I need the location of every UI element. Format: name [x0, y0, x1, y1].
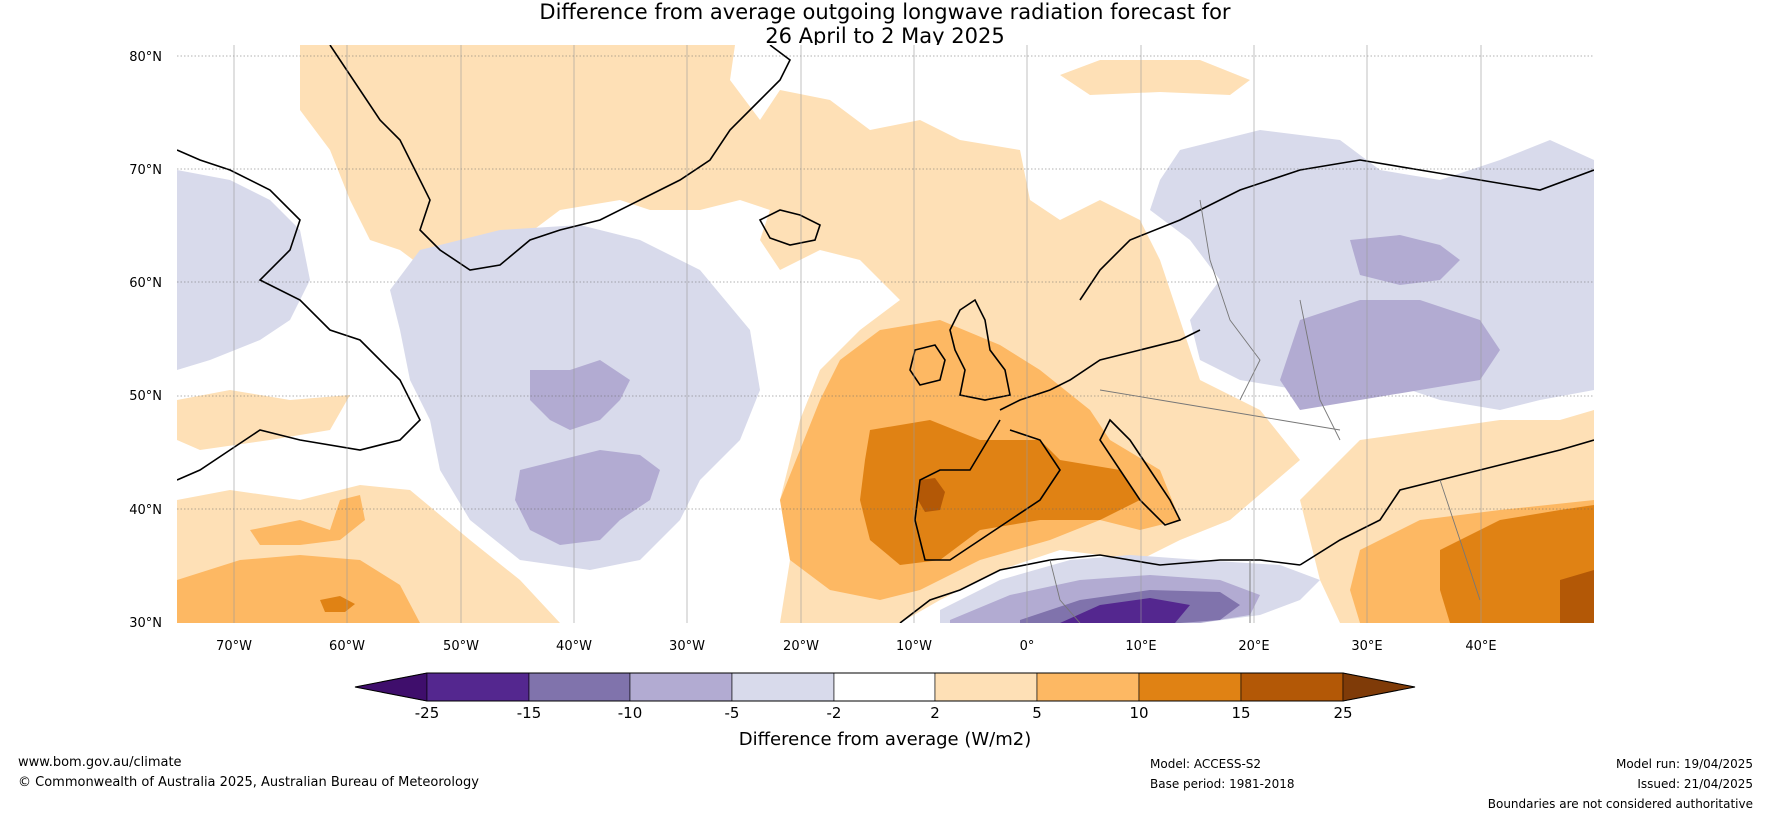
footer-model: Model: ACCESS-S2	[1150, 757, 1262, 771]
colorbar-tick-minus5: -5	[725, 704, 740, 722]
lon-label-40e: 40°E	[1465, 639, 1496, 654]
footer-base-period: Base period: 1981-2018	[1150, 777, 1295, 791]
lat-label-70n: 70°N	[129, 163, 162, 178]
colorbar-bin-minus10-minus5	[629, 672, 733, 702]
colorbar-outline	[354, 672, 1416, 702]
colorbar-tick-5: 5	[1032, 704, 1042, 722]
title-line-2: 26 April to 2 May 2025	[765, 24, 1005, 48]
anomaly-region-spain-dark-orange	[860, 420, 1140, 565]
country-borders	[1049, 199, 1481, 623]
coastline-scandinavia	[1079, 159, 1594, 301]
anomaly-region-svalbard-light-orange	[1060, 60, 1250, 95]
coastline-north-africa	[899, 554, 1301, 623]
coastline-ireland	[909, 344, 946, 386]
footer-disclaimer: Boundaries are not considered authoritat…	[1487, 797, 1753, 811]
colorbar-bin-minus15-minus10	[528, 672, 631, 702]
coastline-canada	[177, 149, 421, 481]
lat-label-40n: 40°N	[129, 503, 162, 518]
colorbar-tick-2: 2	[930, 704, 940, 722]
lon-label-30e: 30°E	[1351, 639, 1382, 654]
anomaly-region-arabia-dark-orange	[1440, 505, 1594, 623]
colorbar-tick-minus15: -15	[517, 704, 542, 722]
graticule	[177, 45, 1594, 623]
lat-label-50n: 50°N	[129, 389, 162, 404]
coastline-iceland	[758, 209, 821, 246]
colorbar-bin-minus25-minus15	[426, 672, 530, 702]
lon-label-60w: 60°W	[329, 639, 365, 654]
border-segment-north-africa	[1049, 559, 1081, 623]
colorbar-tick-minus10: -10	[618, 704, 643, 722]
footer-website: www.bom.gov.au/climate	[18, 755, 182, 770]
lon-label-10w: 10°W	[896, 639, 932, 654]
lon-label-40w: 40°W	[556, 639, 592, 654]
lon-label-30w: 30°W	[669, 639, 705, 654]
footer-issued: Issued: 21/04/2025	[1637, 777, 1753, 791]
colorbar-bin-10-15	[1138, 672, 1242, 702]
colorbar-tick-10: 10	[1129, 704, 1148, 722]
anomaly-region-finland-medium-purple	[1350, 235, 1460, 285]
border-segment-northern-europe	[1199, 199, 1261, 401]
lon-label-20e: 20°E	[1238, 639, 1269, 654]
colorbar-bin-15-25	[1240, 672, 1344, 702]
colorbar-bin-minus2-2	[833, 672, 936, 702]
anomaly-region-nova-scotia-orange	[250, 495, 365, 545]
border-segment-central-europe	[1099, 389, 1341, 431]
colorbar-max-arrow	[1342, 672, 1416, 702]
chart-title: Difference from average outgoing longwav…	[0, 0, 1770, 48]
anomaly-region-atlantic-medium-purple-south	[515, 450, 660, 545]
colorbar-tick-minus25: -25	[415, 704, 440, 722]
coastline-italy	[1099, 418, 1182, 526]
lat-label-60n: 60°N	[129, 276, 162, 291]
colorbar-min-arrow	[354, 672, 428, 702]
coastline-continental-europe	[999, 329, 1201, 411]
map-panel	[177, 45, 1594, 623]
colorbar-tick-15: 15	[1231, 704, 1250, 722]
latitude-labels: 30°N 40°N 50°N 60°N 70°N 80°N	[129, 50, 162, 631]
anomaly-region-portugal-darkest-orange	[918, 478, 945, 512]
anomaly-region-atlantic-dark-orange	[320, 596, 355, 612]
coastline-greenland	[329, 45, 792, 271]
anomaly-region-sahara-darkest-purple	[1060, 598, 1190, 623]
colorbar-bin-5-10	[1036, 672, 1140, 702]
anomaly-region-russia-medium-purple	[1280, 300, 1500, 410]
colorbar-title: Difference from average (W/m2)	[739, 729, 1031, 750]
anomaly-region-southwest-orange	[177, 555, 420, 623]
lon-label-70w: 70°W	[216, 639, 252, 654]
anomaly-region-atlantic-medium-purple-north	[530, 360, 630, 430]
colorbar-tick-minus2: -2	[827, 704, 842, 722]
lat-label-80n: 80°N	[129, 50, 162, 65]
lon-label-0: 0°	[1020, 639, 1035, 654]
anomaly-region-newfoundland-light-orange	[177, 390, 350, 450]
colorbar-bin-minus5-minus2	[731, 672, 835, 702]
coastline-iberia	[914, 419, 1061, 561]
lon-label-20w: 20°W	[783, 639, 819, 654]
border-segment-middle-east	[1439, 479, 1481, 601]
anomaly-region-middle-east-light-orange	[1490, 420, 1594, 500]
colorbar: -25 -15 -10 -5 -2 2 5 10 15 25 Differenc…	[354, 672, 1416, 750]
anomaly-region-iran-darkest-orange	[1560, 570, 1594, 623]
border-segment-eastern-europe	[1299, 299, 1341, 441]
coastline-great-britain	[949, 298, 1011, 401]
lon-label-50w: 50°W	[443, 639, 479, 654]
longitude-labels: 70°W 60°W 50°W 40°W 30°W 20°W 10°W 0° 10…	[216, 639, 1497, 654]
footer-copyright: © Commonwealth of Australia 2025, Austra…	[18, 775, 479, 790]
anomaly-region-labrador-light-purple	[177, 170, 310, 370]
colorbar-bin-2-5	[934, 672, 1038, 702]
colorbar-tick-25: 25	[1333, 704, 1352, 722]
lon-label-10e: 10°E	[1125, 639, 1156, 654]
title-line-1: Difference from average outgoing longwav…	[539, 0, 1231, 24]
lat-label-30n: 30°N	[129, 616, 162, 631]
footer-model-run: Model run: 19/04/2025	[1615, 757, 1753, 771]
